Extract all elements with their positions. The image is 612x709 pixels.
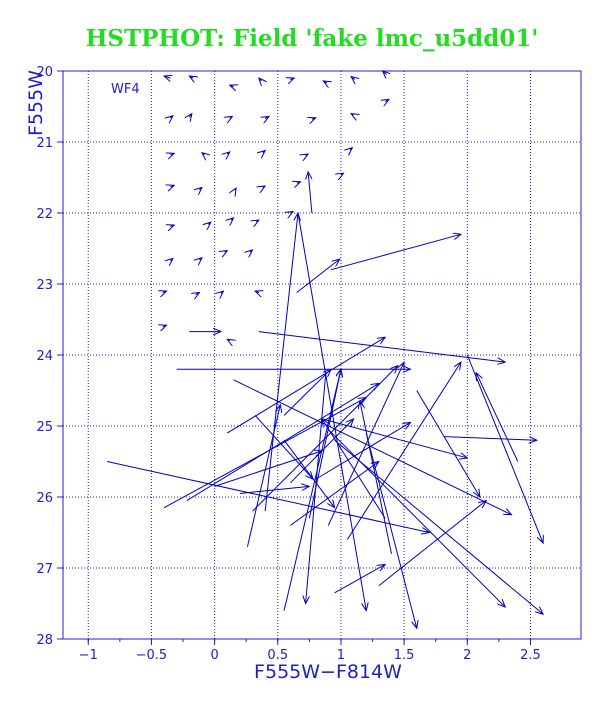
data-arrow	[227, 152, 230, 154]
data-arrow	[383, 71, 387, 75]
data-arrow	[189, 114, 192, 118]
data-arrow	[290, 462, 378, 526]
y-tick-label: 25	[36, 420, 53, 435]
y-axis-ticks: 20 21 22 23 24 25 26 27 28	[36, 65, 63, 648]
data-arrow	[259, 78, 262, 81]
data-arrow	[164, 76, 170, 78]
data-arrows	[107, 71, 543, 628]
data-arrow	[226, 337, 385, 434]
chart-title: HSTPHOT: Field 'fake lmc_u5dd01'	[86, 25, 539, 52]
data-arrow	[189, 76, 193, 78]
y-tick-label: 24	[36, 349, 53, 364]
data-arrow	[350, 148, 353, 150]
data-arrow	[351, 77, 355, 80]
x-axis-ticks: −1 −0.5 0 0.5 1 1.5 2 2.5	[79, 639, 541, 663]
data-arrow	[196, 293, 200, 295]
y-tick-label: 27	[36, 562, 53, 577]
data-arrow	[202, 153, 205, 155]
data-arrow	[466, 354, 543, 543]
data-arrow	[163, 291, 167, 292]
data-arrow	[327, 429, 505, 608]
y-tick-label: 23	[36, 278, 53, 293]
data-arrow	[107, 461, 429, 533]
data-arrow	[170, 225, 174, 226]
data-arrow	[263, 186, 266, 187]
x-tick-label: −1	[79, 648, 98, 663]
data-arrow	[346, 362, 461, 540]
data-arrow	[233, 379, 512, 515]
data-arrow	[199, 187, 202, 189]
data-arrow	[290, 212, 293, 213]
data-arrow	[255, 291, 259, 292]
data-arrow	[444, 436, 537, 441]
data-arrow	[312, 118, 316, 119]
y-tick-label: 26	[36, 491, 53, 506]
data-arrow	[163, 325, 167, 326]
data-arrow	[208, 222, 211, 224]
data-arrow	[235, 188, 236, 190]
data-arrow	[385, 99, 389, 101]
x-axis-label: F555W−F814W	[254, 661, 402, 683]
data-arrow	[254, 415, 313, 479]
data-arrow	[170, 185, 174, 186]
data-arrow	[221, 291, 224, 293]
data-arrow	[231, 218, 234, 220]
x-tick-label: 1.5	[394, 648, 415, 663]
x-tick-label: 2.5	[520, 648, 541, 663]
data-arrow	[239, 486, 309, 494]
y-tick-label: 28	[36, 633, 53, 648]
panel-label: WF4	[111, 82, 140, 97]
data-arrow	[296, 259, 340, 293]
data-arrow	[315, 422, 411, 480]
data-arrow	[476, 373, 519, 462]
data-arrow	[297, 182, 301, 183]
data-arrow	[351, 114, 354, 115]
data-arrow	[246, 405, 280, 547]
y-axis-label: F555W	[25, 70, 47, 136]
data-arrow	[230, 85, 234, 86]
x-tick-label: 0.5	[267, 648, 288, 663]
data-arrow	[334, 439, 543, 614]
data-arrow	[308, 172, 313, 214]
data-arrow	[186, 383, 379, 501]
data-arrow	[365, 432, 417, 628]
data-arrow	[214, 451, 322, 487]
data-arrow	[265, 116, 269, 118]
data-arrow	[264, 213, 298, 512]
data-arrow	[199, 258, 202, 260]
data-arrow	[263, 151, 266, 153]
data-arrow	[290, 78, 294, 79]
data-arrow	[227, 339, 230, 340]
data-arrow	[323, 81, 327, 83]
data-arrow	[341, 173, 344, 174]
data-arrow	[252, 366, 398, 512]
data-arrow	[290, 419, 353, 484]
data-arrow	[306, 154, 309, 155]
data-arrow	[378, 501, 486, 587]
y-tick-label: 20	[36, 65, 53, 80]
data-arrow	[308, 369, 341, 519]
data-arrow	[250, 250, 253, 252]
data-arrow	[334, 564, 386, 594]
x-tick-label: 2	[463, 648, 471, 663]
data-arrow	[283, 439, 335, 507]
data-arrow	[170, 116, 173, 118]
data-arrow	[327, 362, 404, 526]
data-arrow	[170, 153, 174, 154]
data-arrow	[416, 390, 480, 498]
data-arrow	[170, 258, 173, 260]
data-arrow	[225, 251, 228, 252]
data-arrow	[230, 116, 233, 117]
data-arrow	[256, 220, 259, 221]
x-tick-label: 0	[210, 648, 218, 663]
y-tick-label: 21	[36, 136, 53, 151]
data-arrow	[258, 331, 505, 363]
data-arrow	[283, 369, 341, 611]
x-tick-label: −0.5	[136, 648, 168, 663]
x-tick-label: 1	[337, 648, 345, 663]
data-arrow	[330, 234, 461, 271]
y-tick-label: 22	[36, 207, 53, 222]
data-arrow	[322, 419, 386, 519]
